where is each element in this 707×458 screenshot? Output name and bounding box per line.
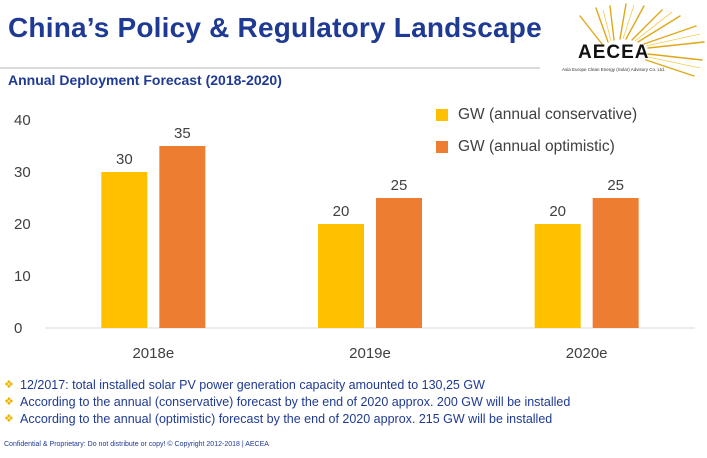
data-label: 20 (549, 203, 566, 220)
note-item: ❖ 12/2017: total installed solar PV powe… (4, 376, 570, 393)
legend-swatch-optimistic (436, 141, 448, 153)
note-item: ❖ According to the annual (optimistic) f… (4, 410, 570, 427)
data-label: 30 (116, 151, 133, 168)
title-divider (0, 67, 540, 69)
y-tick-label: 40 (14, 112, 31, 129)
legend-swatch-conservative (436, 109, 448, 121)
chart-subtitle: Annual Deployment Forecast (2018-2020) (8, 72, 282, 88)
y-tick-label: 0 (14, 320, 22, 337)
bar-chart: 0 10 20 30 40 30 35 2018e 20 25 2019e 20 25 2020e (14, 112, 695, 362)
bar-conservative (318, 224, 364, 328)
data-label: 25 (391, 177, 408, 194)
diamond-bullet-icon: ❖ (4, 379, 14, 391)
page-title: China’s Policy & Regulatory Landscape (8, 12, 542, 43)
footer-text: Confidential & Proprietary: Do not distr… (4, 441, 269, 448)
legend-item-conservative: GW (annual conservative) (436, 104, 637, 126)
data-label: 35 (174, 125, 191, 142)
y-tick-label: 20 (14, 216, 31, 233)
bar-conservative (534, 224, 581, 328)
bar-optimistic (159, 146, 206, 328)
chart-legend: GW (annual conservative) GW (annual opti… (436, 104, 637, 168)
note-item: ❖ According to the annual (conservative)… (4, 393, 570, 410)
bar-conservative (101, 172, 148, 328)
y-tick-label: 10 (14, 268, 31, 285)
y-tick-label: 30 (14, 164, 31, 181)
legend-label-conservative: GW (annual conservative) (458, 106, 638, 123)
logo-tagline: Asia Europe Clean Energy (Solar) Advisor… (562, 67, 666, 72)
x-tick-label: 2018e (132, 345, 174, 362)
x-tick-label: 2019e (349, 345, 391, 362)
data-label: 25 (607, 177, 624, 194)
note-text: According to the annual (optimistic) for… (20, 411, 553, 426)
bar-optimistic (376, 198, 422, 328)
diamond-bullet-icon: ❖ (4, 413, 14, 425)
notes-list: ❖ 12/2017: total installed solar PV powe… (4, 376, 570, 427)
aecea-logo (579, 3, 705, 77)
bar-optimistic (592, 198, 639, 328)
x-tick-label: 2020e (566, 345, 608, 362)
legend-label-optimistic: GW (annual optimistic) (458, 138, 615, 155)
note-text: 12/2017: total installed solar PV power … (20, 377, 485, 392)
data-label: 20 (333, 203, 350, 220)
diamond-bullet-icon: ❖ (4, 396, 14, 408)
logo-name: AECEA (578, 42, 650, 63)
note-text: According to the annual (conservative) f… (20, 394, 571, 409)
legend-item-optimistic: GW (annual optimistic) (436, 136, 637, 158)
